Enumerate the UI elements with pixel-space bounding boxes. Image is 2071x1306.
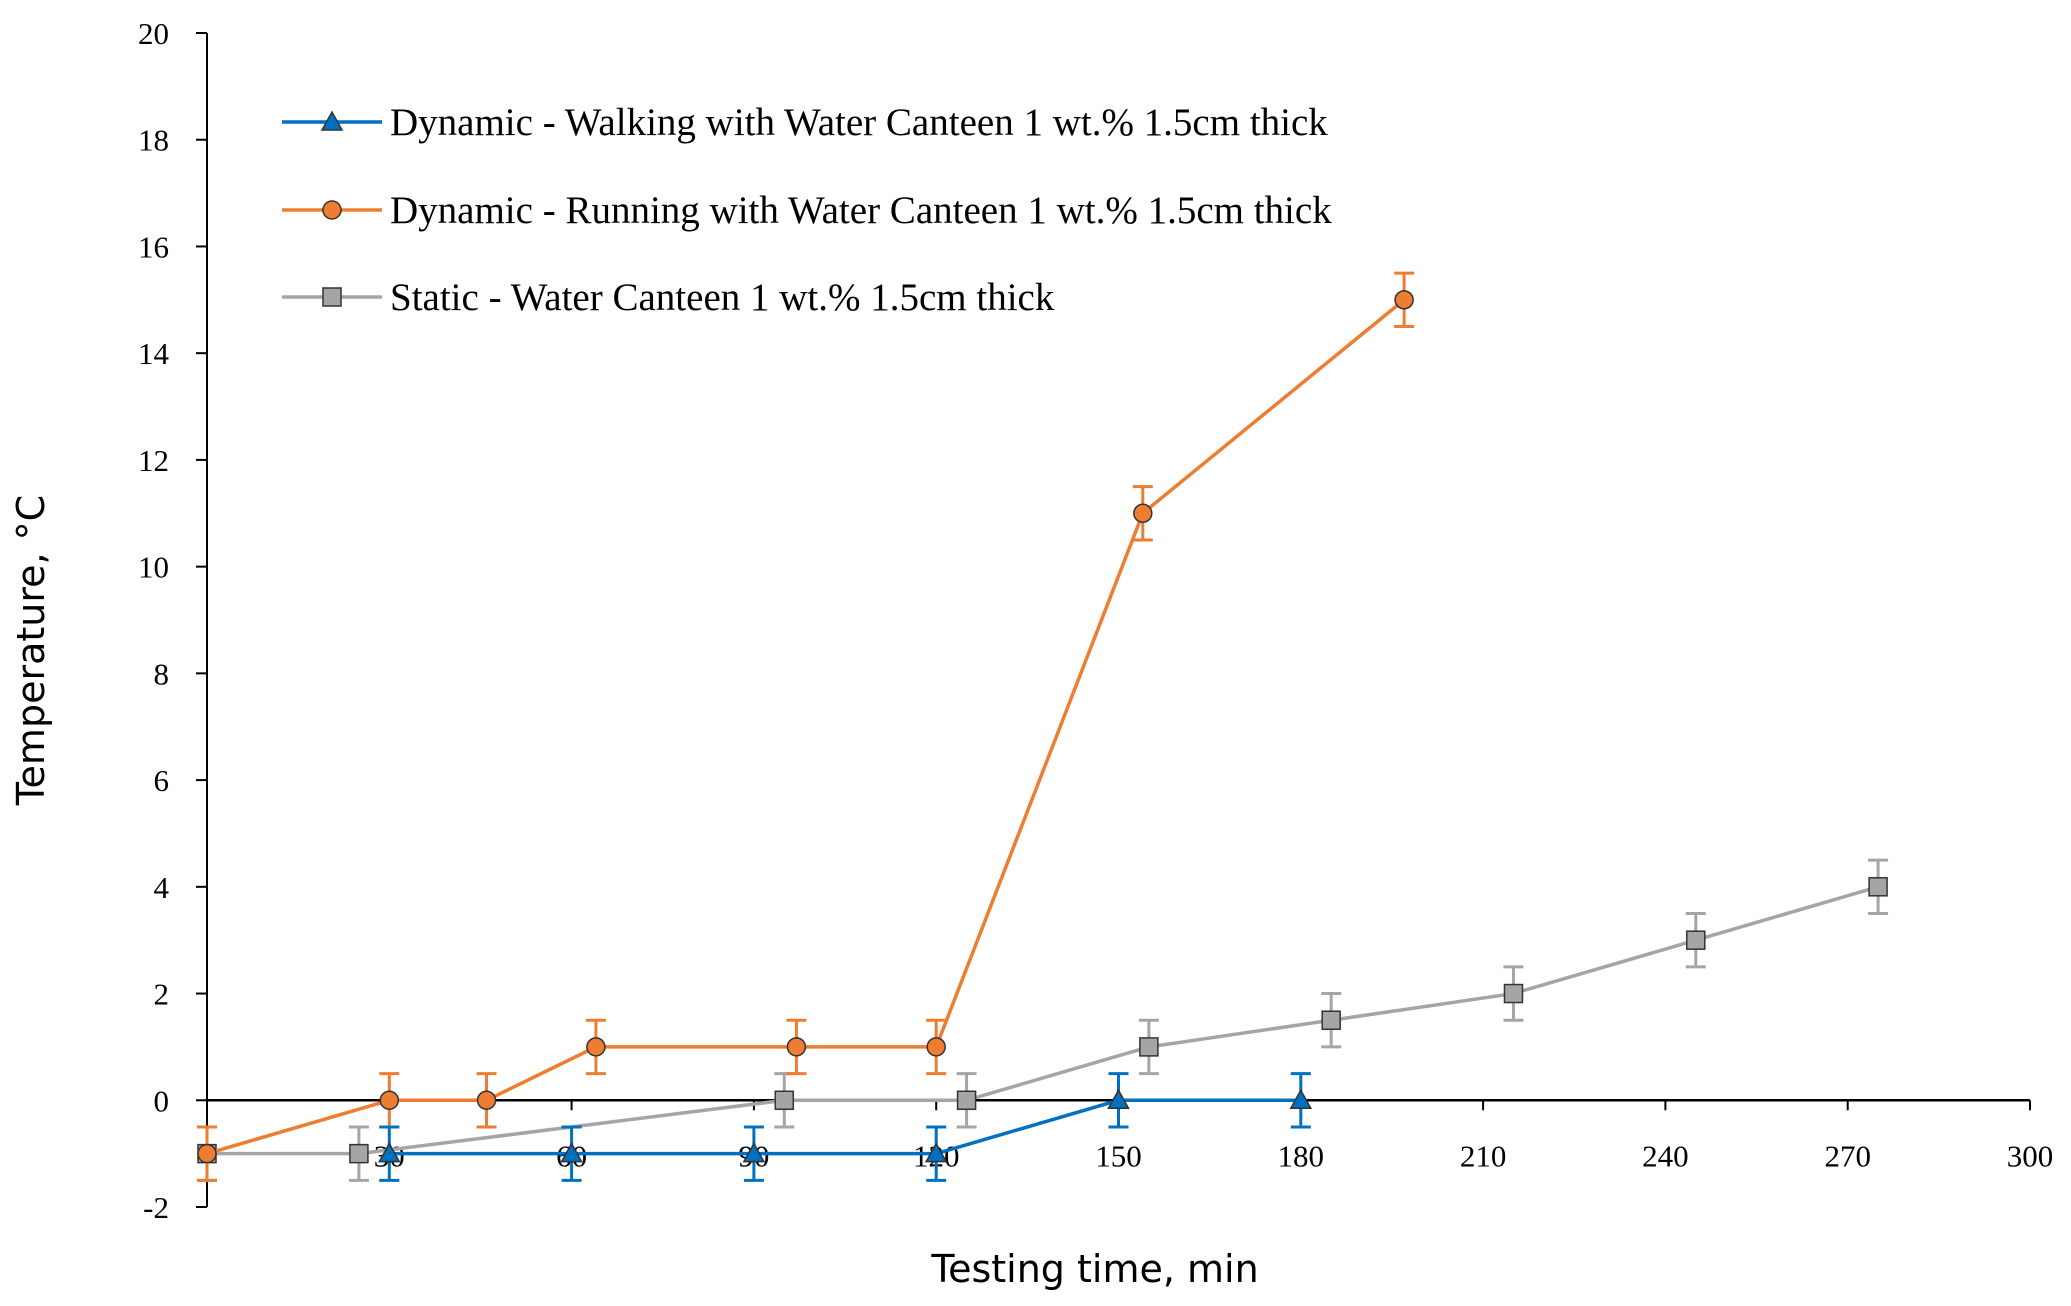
data-point xyxy=(956,1090,977,1111)
y-tick-label: 16 xyxy=(138,229,169,264)
data-point xyxy=(476,1090,497,1111)
legend-marker xyxy=(320,110,344,131)
y-tick-label: 0 xyxy=(154,1083,170,1118)
x-tick-label: 150 xyxy=(1095,1138,1142,1173)
series-square-group xyxy=(197,858,1889,1182)
data-point xyxy=(586,1037,606,1057)
data-point xyxy=(349,1143,369,1164)
legend-label: Static - Water Canteen 1 wt.% 1.5cm thic… xyxy=(390,276,1055,319)
series-line xyxy=(389,1098,1301,1156)
y-tick-label: 20 xyxy=(138,16,169,51)
x-tick-label: 180 xyxy=(1278,1138,1325,1173)
y-tick-label: 18 xyxy=(138,123,169,158)
x-tick-label: 240 xyxy=(1642,1138,1689,1173)
legend-label: Dynamic - Running with Water Canteen 1 w… xyxy=(390,189,1332,232)
legend-marker xyxy=(322,200,342,220)
data-point xyxy=(926,1037,946,1057)
x-tick-label: 270 xyxy=(1824,1138,1871,1173)
data-point xyxy=(1139,1037,1159,1057)
data-point xyxy=(1321,1010,1341,1030)
legend-item: Dynamic - Running with Water Canteen 1 w… xyxy=(282,189,1332,232)
legend-label: Dynamic - Walking with Water Canteen 1 w… xyxy=(390,101,1328,144)
y-tick-label: 8 xyxy=(154,656,170,691)
y-tick-label: 12 xyxy=(138,443,169,478)
data-point xyxy=(924,1142,948,1163)
y-tick-label: 14 xyxy=(138,336,170,371)
y-tick-label: 4 xyxy=(154,870,170,905)
data-point xyxy=(742,1142,766,1163)
y-axis-title: Temperature, °C xyxy=(9,495,53,806)
data-point xyxy=(1289,1088,1313,1110)
data-point xyxy=(560,1142,583,1163)
series-line xyxy=(207,885,1879,1156)
data-point xyxy=(379,1090,400,1111)
legend-item: Static - Water Canteen 1 wt.% 1.5cm thic… xyxy=(282,276,1055,319)
series-circle-group xyxy=(197,271,1415,1182)
data-point xyxy=(378,1142,401,1163)
y-tick-label: 6 xyxy=(154,763,170,798)
x-tick-label: 210 xyxy=(1460,1138,1507,1173)
y-axis-ticks: -2 0 2 4 6 8 10 12 14 16 18 20 xyxy=(138,16,207,1225)
data-point xyxy=(1394,290,1414,310)
data-point xyxy=(774,1090,795,1111)
x-tick-label: 300 xyxy=(2007,1138,2054,1173)
y-tick-label: 2 xyxy=(154,977,170,1012)
legend-item: Dynamic - Walking with Water Canteen 1 w… xyxy=(282,101,1328,144)
data-point xyxy=(197,1143,217,1164)
y-tick-label: -2 xyxy=(143,1190,169,1225)
series-triangle-group xyxy=(378,1072,1313,1182)
x-axis-ticks: 306090120150180210240270300 xyxy=(374,1100,2053,1173)
y-tick-label: 10 xyxy=(138,550,169,585)
x-axis-title: Testing time, min xyxy=(930,1247,1258,1291)
legend-marker xyxy=(322,287,342,307)
data-point xyxy=(1686,930,1706,950)
data-point xyxy=(1133,503,1153,524)
data-point xyxy=(786,1037,807,1057)
series-layer xyxy=(197,271,1889,1182)
data-point xyxy=(1503,983,1524,1004)
legend: Dynamic - Walking with Water Canteen 1 w… xyxy=(282,101,1332,319)
data-point xyxy=(1868,877,1888,897)
series-line xyxy=(206,298,1406,1156)
data-point xyxy=(1107,1088,1130,1110)
